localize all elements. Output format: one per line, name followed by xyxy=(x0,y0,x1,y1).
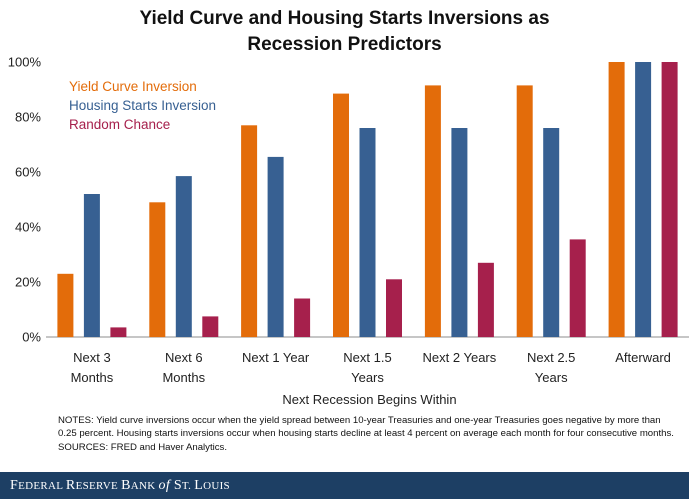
chart-title-line-1: Yield Curve and Housing Starts Inversion… xyxy=(139,8,550,29)
legend-item-3: Random Chance xyxy=(69,117,170,132)
x-tick-label-7-1: Afterward xyxy=(615,350,671,365)
x-tick-label-3-1: Next 1 Year xyxy=(242,350,310,365)
bar-2-4 xyxy=(359,128,376,337)
footer-text-7: of xyxy=(158,478,171,493)
bar-3-3 xyxy=(294,298,311,337)
footer-text-10: L xyxy=(194,478,204,493)
bar-1-2 xyxy=(149,202,166,338)
y-tick-label-0: 0% xyxy=(22,330,41,345)
x-tick-label-6-1: Next 2.5 xyxy=(527,350,575,365)
x-tick-label-6-2: Years xyxy=(535,370,568,385)
chart-canvas: 0% 20% 40% 60% 80% 100% Next 3 Months Next 6 Mont… xyxy=(8,55,689,407)
x-tick-label-1-1: Next 3 xyxy=(73,350,111,365)
chart-title-line-2: Recession Predictors xyxy=(247,34,442,55)
bar-2-2 xyxy=(175,176,192,337)
bar-2-6 xyxy=(543,128,560,337)
x-tick-label-4-2: Years xyxy=(351,370,384,385)
bar-1-1 xyxy=(57,273,74,338)
bar-1-7 xyxy=(608,62,625,337)
y-tick-label-3: 60% xyxy=(15,165,41,180)
x-tick-label-1-2: Months xyxy=(71,370,114,385)
x-tick-label-2-1: Next 6 xyxy=(165,350,203,365)
footer-text-1: F xyxy=(10,478,19,493)
bar-1-4 xyxy=(333,93,349,337)
y-tick-label-1: 20% xyxy=(15,275,41,290)
y-tick-label-2: 40% xyxy=(15,220,41,235)
bar-3-6 xyxy=(569,239,586,337)
footer-text-3: R xyxy=(65,478,76,493)
bar-1-6 xyxy=(516,85,533,338)
bar-2-7 xyxy=(635,62,652,337)
x-tick-label-4-1: Next 1.5 xyxy=(343,350,391,365)
footer-text-9: T. xyxy=(181,480,195,492)
bar-2-3 xyxy=(267,156,284,337)
y-tick-label-4: 80% xyxy=(15,110,41,125)
chart-notes: NOTES: Yield curve inversions occur when… xyxy=(58,414,678,454)
legend-item-2: Housing Starts Inversion xyxy=(69,98,216,113)
y-tick-label-5: 100% xyxy=(8,55,42,70)
legend-item-1: Yield Curve Inversion xyxy=(69,79,197,94)
footer-text-8: S xyxy=(170,478,182,493)
bar-2-1 xyxy=(83,194,100,337)
footer-brand: FEDERAL RESERVE BANK of ST. LOUIS xyxy=(0,472,689,499)
bar-3-5 xyxy=(477,262,494,338)
sources-text: SOURCES: FRED and Haver Analytics. xyxy=(58,441,228,453)
bar-3-2 xyxy=(202,316,219,337)
x-axis-title: Next Recession Begins Within xyxy=(282,392,456,407)
footer-text-11: OUIS xyxy=(203,480,230,492)
notes-text: NOTES: Yield curve inversions occur when… xyxy=(58,415,674,440)
bar-3-7 xyxy=(661,62,678,337)
bar-2-5 xyxy=(451,128,468,337)
bar-3-1 xyxy=(110,327,127,337)
bar-1-3 xyxy=(241,125,258,338)
footer-text-2: EDERAL xyxy=(18,480,66,492)
footer-text-6: ANK xyxy=(130,480,159,492)
footer-text-5: B xyxy=(121,478,131,493)
x-tick-label-2-2: Months xyxy=(162,370,205,385)
bar-3-4 xyxy=(386,279,402,338)
footer-text-4: ESERVE xyxy=(75,480,122,492)
chart-title: Yield Curve and Housing Starts Inversion… xyxy=(0,6,689,58)
bar-1-5 xyxy=(424,85,441,338)
x-tick-label-5-1: Next 2 Years xyxy=(423,350,497,365)
